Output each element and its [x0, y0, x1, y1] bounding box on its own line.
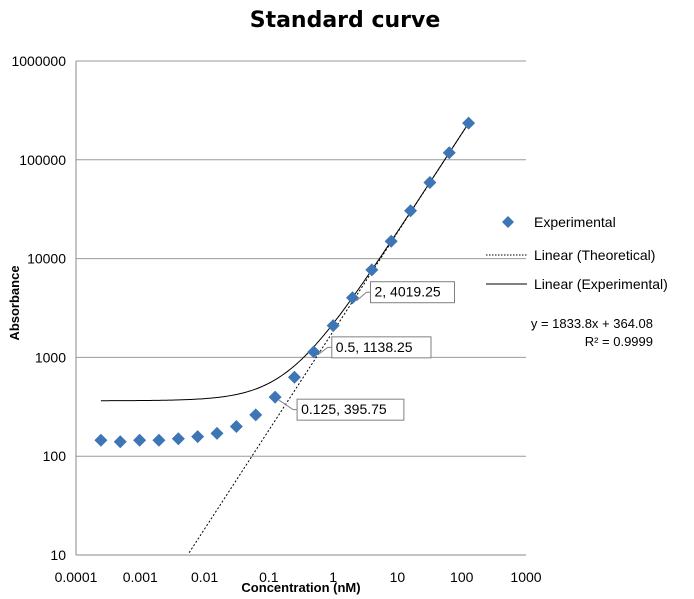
r-squared-value: R² = 0.9999	[585, 334, 653, 349]
trendline-theoretical	[188, 122, 470, 553]
legend-marker-experimental	[502, 216, 514, 228]
data-label-leader	[278, 399, 298, 411]
data-label-box	[331, 336, 432, 359]
data-point	[113, 435, 127, 449]
data-label-text: 2, 4019.25	[374, 284, 440, 300]
y-tick-100: 100	[43, 448, 67, 464]
data-point	[326, 319, 340, 333]
trendlines	[100, 122, 470, 553]
data-point	[345, 291, 359, 305]
data-labels: 0.125, 395.75 0.5, 1138.25 2, 4019.25	[278, 281, 455, 421]
data-point	[462, 116, 476, 130]
x-tick-100: 100	[450, 569, 474, 585]
x-tick-0.001: 0.001	[123, 569, 158, 585]
data-point	[365, 263, 379, 277]
data-point	[384, 234, 398, 248]
y-tick-100000: 100000	[19, 152, 66, 168]
x-tick-0.0001: 0.0001	[55, 569, 98, 585]
data-label-leader	[356, 291, 371, 302]
legend-label-experimental: Experimental	[534, 214, 616, 230]
x-axis-label: Concentration (nM)	[241, 580, 360, 595]
gridlines	[75, 60, 526, 556]
data-point	[94, 433, 108, 447]
data-point	[210, 426, 224, 440]
legend-label-linear-experimental: Linear (Experimental)	[534, 276, 668, 292]
legend: Experimental Linear (Theoretical) Linear…	[486, 214, 668, 292]
data-point	[268, 390, 282, 404]
trendline-experimental	[100, 122, 470, 402]
data-point	[133, 433, 147, 447]
data-label-text: 0.125, 395.75	[301, 401, 387, 417]
data-point	[404, 204, 418, 218]
x-tick-1: 1	[329, 569, 337, 585]
data-point	[423, 175, 437, 189]
chart-title: Standard curve	[250, 8, 441, 33]
y-tick-10: 10	[50, 547, 66, 563]
data-label-text: 0.5, 1138.25	[336, 339, 413, 355]
data-point	[307, 345, 321, 359]
y-tick-10000: 10000	[27, 251, 66, 267]
data-label-box	[296, 398, 405, 421]
y-axis-label: Absorbance	[7, 265, 22, 340]
data-point	[191, 430, 205, 444]
data-point	[229, 419, 243, 433]
x-tick-0.01: 0.01	[191, 569, 218, 585]
data-point	[442, 146, 456, 160]
data-point	[287, 370, 301, 384]
data-label-box	[369, 281, 455, 304]
data-point	[249, 408, 263, 422]
data-label-leader	[317, 346, 332, 356]
y-tick-1000: 1000	[35, 349, 66, 365]
x-tick-1000: 1000	[510, 569, 541, 585]
x-tick-0.1: 0.1	[259, 569, 279, 585]
legend-label-theoretical: Linear (Theoretical)	[534, 247, 655, 263]
y-tick-labels: 10 100 1000 10000 100000 1000000	[11, 53, 66, 563]
x-tick-10: 10	[390, 569, 406, 585]
data-point	[152, 433, 166, 447]
data-points	[94, 116, 476, 449]
trendline-equation: y = 1833.8x + 364.08	[531, 316, 653, 331]
data-point	[171, 432, 185, 446]
x-tick-labels: 0.0001 0.001 0.01 0.1 1 10 100 1000	[55, 569, 542, 585]
y-tick-1000000: 1000000	[11, 53, 66, 69]
